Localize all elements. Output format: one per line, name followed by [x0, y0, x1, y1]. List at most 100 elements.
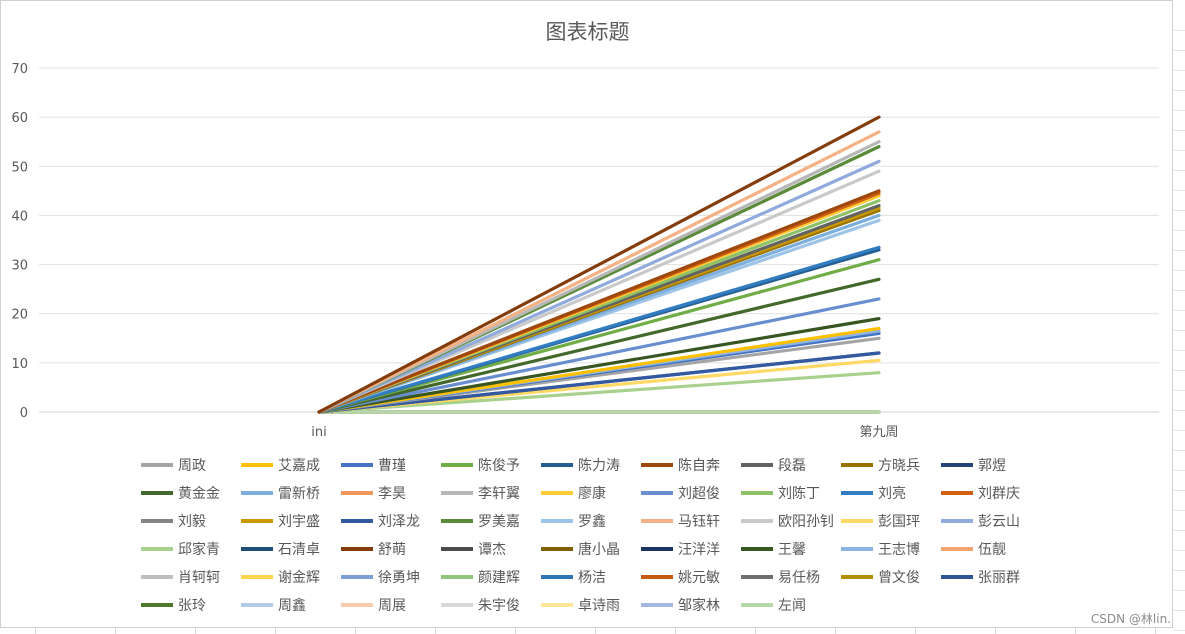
gutter-gridline [1174, 90, 1185, 91]
gutter-gridline [1174, 410, 1185, 411]
legend-item: 彭云山 [941, 512, 1020, 530]
legend-item: 张丽群 [941, 568, 1020, 586]
legend-item: 姚元敏 [641, 568, 720, 586]
gutter-gridline [1174, 290, 1185, 291]
legend-swatch [941, 575, 973, 579]
legend-item: 艾嘉成 [241, 456, 320, 474]
legend-label: 刘群庆 [978, 486, 1020, 502]
legend-swatch [741, 519, 773, 523]
sheet-column-line [915, 628, 916, 634]
gutter-gridline [1174, 530, 1185, 531]
legend-swatch [641, 519, 673, 523]
legend-item: 石清卓 [241, 540, 320, 558]
series-line [317, 115, 881, 414]
legend-swatch [141, 519, 173, 523]
legend-item: 雷新桥 [241, 484, 320, 502]
legend-label: 陈力涛 [578, 458, 620, 474]
legend-item: 陈自奔 [641, 456, 720, 474]
legend-swatch [541, 463, 573, 467]
legend-swatch [741, 491, 773, 495]
legend-label: 陈自奔 [678, 458, 720, 474]
legend-item: 王馨 [741, 540, 806, 558]
gutter-gridline [1174, 230, 1185, 231]
gutter-gridline [1174, 550, 1185, 551]
legend-label: 艾嘉成 [278, 458, 320, 474]
series-line [317, 130, 881, 414]
legend-label: 段磊 [778, 458, 806, 474]
legend-item: 黄金金 [141, 484, 220, 502]
legend-label: 刘陈丁 [778, 486, 820, 502]
legend-label: 王馨 [778, 542, 806, 558]
legend-swatch [941, 519, 973, 523]
legend-swatch [141, 463, 173, 467]
legend-swatch [441, 575, 473, 579]
gutter-gridline [1174, 610, 1185, 611]
legend-item: 马钰轩 [641, 512, 720, 530]
legend-swatch [341, 463, 373, 467]
legend-item: 颜建辉 [441, 568, 520, 586]
gutter-gridline [1174, 490, 1185, 491]
legend-item: 刘陈丁 [741, 484, 820, 502]
legend-item: 肖轲轲 [141, 568, 220, 586]
gutter-gridline [1174, 350, 1185, 351]
legend-label: 罗美嘉 [478, 514, 520, 530]
legend-item: 李轩翼 [441, 484, 520, 502]
legend-label: 周鑫 [278, 598, 306, 614]
watermark: CSDN @林lin. [1090, 612, 1171, 626]
legend-item: 曹瑾 [341, 456, 406, 474]
legend-swatch [441, 547, 473, 551]
gutter-gridline [1174, 270, 1185, 271]
gutter-gridline [1174, 430, 1185, 431]
legend-label: 周展 [378, 598, 406, 614]
series-line [317, 159, 881, 414]
chart-title: 图表标题 [545, 20, 630, 44]
legend-swatch [441, 519, 473, 523]
legend-swatch [341, 547, 373, 551]
legend-swatch [641, 575, 673, 579]
gutter-gridline [1174, 470, 1185, 471]
legend-item: 卓诗雨 [541, 596, 620, 614]
legend-swatch [641, 491, 673, 495]
legend-label: 刘亮 [878, 486, 906, 502]
legend-swatch [641, 547, 673, 551]
gutter-gridline [1174, 310, 1185, 311]
sheet-gutter [1174, 0, 1185, 634]
legend-swatch [641, 463, 673, 467]
legend-item: 刘毅 [141, 512, 206, 530]
legend-swatch [741, 603, 773, 607]
legend-label: 谢金辉 [278, 570, 320, 586]
legend-label: 汪洋洋 [678, 542, 720, 558]
series-line [317, 245, 881, 414]
legend-item: 周鑫 [241, 596, 306, 614]
legend-swatch [941, 463, 973, 467]
legend-label: 刘宇盛 [278, 514, 320, 530]
legend-label: 彭云山 [978, 514, 1020, 530]
legend-label: 左闻 [778, 598, 806, 614]
legend-swatch [141, 575, 173, 579]
gutter-gridline [1174, 370, 1185, 371]
legend-item: 徐勇坤 [341, 568, 420, 586]
legend-swatch [541, 603, 573, 607]
legend-swatch [541, 575, 573, 579]
gutter-gridline [1174, 110, 1185, 111]
legend-swatch [341, 575, 373, 579]
legend-label: 陈俊予 [478, 458, 520, 474]
legend-swatch [741, 547, 773, 551]
legend-item: 张玲 [141, 596, 206, 614]
legend-label: 罗鑫 [578, 514, 606, 530]
y-tick-label: 50 [11, 160, 28, 175]
gutter-gridline [1174, 330, 1185, 331]
legend-label: 方晓兵 [878, 458, 920, 474]
legend-label: 李昊 [378, 486, 406, 502]
sheet-column-line [115, 628, 116, 634]
gutter-gridline [1174, 210, 1185, 211]
legend-swatch [841, 463, 873, 467]
legend-item: 欧阳孙钊 [741, 512, 834, 530]
legend-item: 邱家青 [141, 540, 220, 558]
sheet-column-line [1155, 628, 1156, 634]
legend-swatch [241, 519, 273, 523]
legend-item: 廖康 [541, 484, 606, 502]
legend-swatch [141, 603, 173, 607]
sheet-column-line [435, 628, 436, 634]
